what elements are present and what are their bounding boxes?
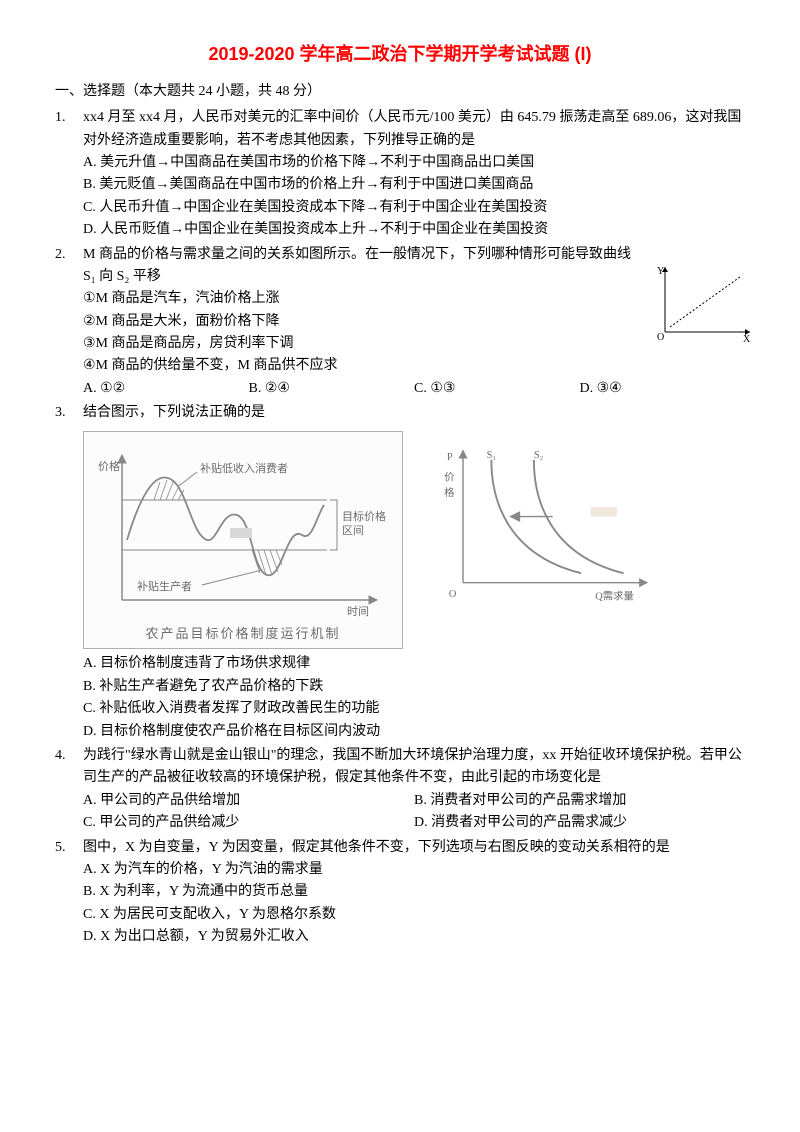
q2-item-3: ③M 商品是商品房，房贷利率下调 [83,333,745,355]
q1-opt-d: D. 人民币贬值→中国企业在美国投资成本上升→不利于中国企业在美国投资 [83,219,745,241]
q2-opt-b: B. ②④ [249,378,415,400]
q2-opt-d: D. ③④ [580,378,746,400]
q3-figure-2: P 价 格 O Q需求量 S₁ S₂ [433,431,663,619]
q3-number: 3. [55,402,83,743]
page-title: 2019-2020 学年高二政治下学期开学考试试题 (I) [55,40,745,69]
svg-text:格: 格 [444,485,455,498]
svg-text:区间: 区间 [342,524,364,537]
question-3: 3. 结合图示，下列说法正确的是 价格 时间 目标价格 [55,402,745,743]
svg-text:X: X [743,334,751,342]
svg-text:S₂: S₂ [534,450,544,461]
q2-stem: M 商品的价格与需求量之间的关系如图所示。在一般情况下，下列哪种情形可能导致曲线… [83,244,745,289]
q3-opt-b: B. 补贴生产者避免了农产品价格的下跌 [83,676,745,698]
svg-text:目标价格: 目标价格 [342,509,386,523]
q1-stem: xx4 月至 xx4 月，人民币对美元的汇率中间价（人民币元/100 美元）由 … [83,107,745,152]
q2-number: 2. [55,244,83,401]
q1-number: 1. [55,107,83,241]
svg-text:价格: 价格 [98,459,120,473]
q1-opt-c: C. 人民币升值→中国企业在美国投资成本下降→有利于中国企业在美国投资 [83,197,745,219]
q1-opt-b: B. 美元贬值→美国商品在中国市场的价格上升→有利于中国进口美国商品 [83,174,745,196]
q5-opt-d: D. X 为出口总额，Y 为贸易外汇收入 [83,926,745,948]
question-1: 1. xx4 月至 xx4 月，人民币对美元的汇率中间价（人民币元/100 美元… [55,107,745,241]
q5-opt-b: B. X 为利率，Y 为流通中的货币总量 [83,881,745,903]
q4-opt-a: A. 甲公司的产品供给增加 [83,790,414,812]
q3-figure-1: 价格 时间 目标价格 区间 [83,431,403,650]
q3-stem: 结合图示，下列说法正确的是 [83,402,745,424]
svg-text:S₁: S₁ [487,450,496,461]
svg-text:O: O [449,588,457,599]
q4-opt-d: D. 消费者对甲公司的产品需求减少 [414,812,745,834]
svg-text:O: O [657,332,664,342]
q2-opt-a: A. ①② [83,378,249,400]
svg-text:时间: 时间 [347,605,369,618]
q2-opt-c: C. ①③ [414,378,580,400]
svg-text:Q需求量: Q需求量 [595,590,634,602]
svg-text:Y: Y [657,266,664,277]
q3-opt-a: A. 目标价格制度违背了市场供求规律 [83,653,745,675]
q2-item-1: ①M 商品是汽车，汽油价格上涨 [83,288,745,310]
section-heading: 一、选择题（本大题共 24 小题，共 48 分） [55,81,745,103]
q3-opt-c: C. 补贴低收入消费者发挥了财政改善民生的功能 [83,698,745,720]
svg-text:补贴低收入消费者: 补贴低收入消费者 [200,461,288,475]
svg-text:补贴生产者: 补贴生产者 [137,579,192,593]
q5-opt-a: A. X 为汽车的价格，Y 为汽油的需求量 [83,859,745,881]
q4-opt-b: B. 消费者对甲公司的产品需求增加 [414,790,745,812]
svg-text:价: 价 [444,471,455,483]
question-2: 2. M 商品的价格与需求量之间的关系如图所示。在一般情况下，下列哪种情形可能导… [55,244,745,401]
q4-stem: 为践行"绿水青山就是金山银山"的理念，我国不断加大环境保护治理力度，xx 开始征… [83,745,745,790]
q2-graph: Y X O [655,262,755,342]
question-5: 5. 图中，X 为自变量，Y 为因变量，假定其他条件不变，下列选项与右图反映的变… [55,837,745,949]
q2-item-4: ④M 商品的供给量不变，M 商品供不应求 [83,355,745,377]
q2-item-2: ②M 商品是大米，面粉价格下降 [83,311,745,333]
q3-fig1-caption: 农产品目标价格制度运行机制 [92,624,394,645]
q5-opt-c: C. X 为居民可支配收入，Y 为恩格尔系数 [83,904,745,926]
q4-opt-c: C. 甲公司的产品供给减少 [83,812,414,834]
q4-number: 4. [55,745,83,835]
question-4: 4. 为践行"绿水青山就是金山银山"的理念，我国不断加大环境保护治理力度，xx … [55,745,745,835]
q3-opt-d: D. 目标价格制度使农产品价格在目标区间内波动 [83,721,745,743]
q5-stem: 图中，X 为自变量，Y 为因变量，假定其他条件不变，下列选项与右图反映的变动关系… [83,837,745,859]
q5-number: 5. [55,837,83,949]
svg-text:P: P [447,452,453,463]
q1-opt-a: A. 美元升值→中国商品在美国市场的价格下降→不利于中国商品出口美国 [83,152,745,174]
